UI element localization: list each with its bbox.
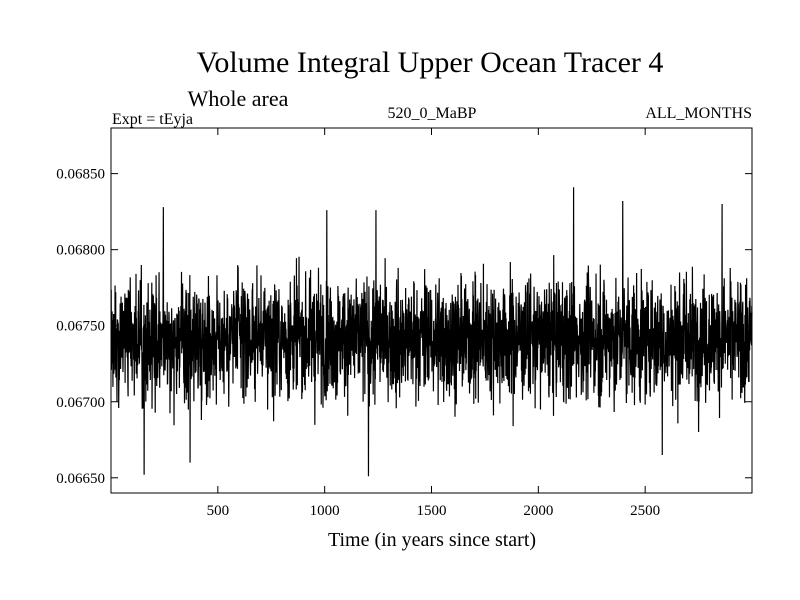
y-tick-label: 0.06650 (56, 471, 105, 487)
y-tick-label: 0.06750 (56, 319, 105, 335)
plot-frame (110, 127, 753, 494)
chart-title: Volume Integral Upper Ocean Tracer 4 (197, 46, 664, 79)
run-label: 520_0_MaBP (388, 105, 477, 122)
chart-subtitle: Whole area (188, 86, 289, 111)
series-group (110, 187, 753, 477)
experiment-label: Expt = tEyja (112, 111, 193, 128)
x-tick-label: 2000 (523, 503, 553, 519)
x-axis-ticks: 500 1000 1500 2000 2500 (207, 128, 660, 519)
x-axis-label: Time (in years since start) (328, 529, 536, 551)
x-tick-label: 1500 (417, 503, 447, 519)
y-tick-label: 0.06850 (56, 167, 105, 183)
months-label: ALL_MONTHS (645, 105, 752, 122)
x-tick-label: 500 (207, 503, 230, 519)
x-tick-label: 2500 (630, 503, 660, 519)
y-axis-ticks: 0.06650 0.06700 0.06750 0.06800 0.06850 (56, 167, 752, 487)
y-tick-label: 0.06700 (56, 395, 105, 411)
x-tick-label: 1000 (310, 503, 340, 519)
series-line (110, 187, 753, 477)
y-tick-label: 0.06800 (56, 243, 105, 259)
